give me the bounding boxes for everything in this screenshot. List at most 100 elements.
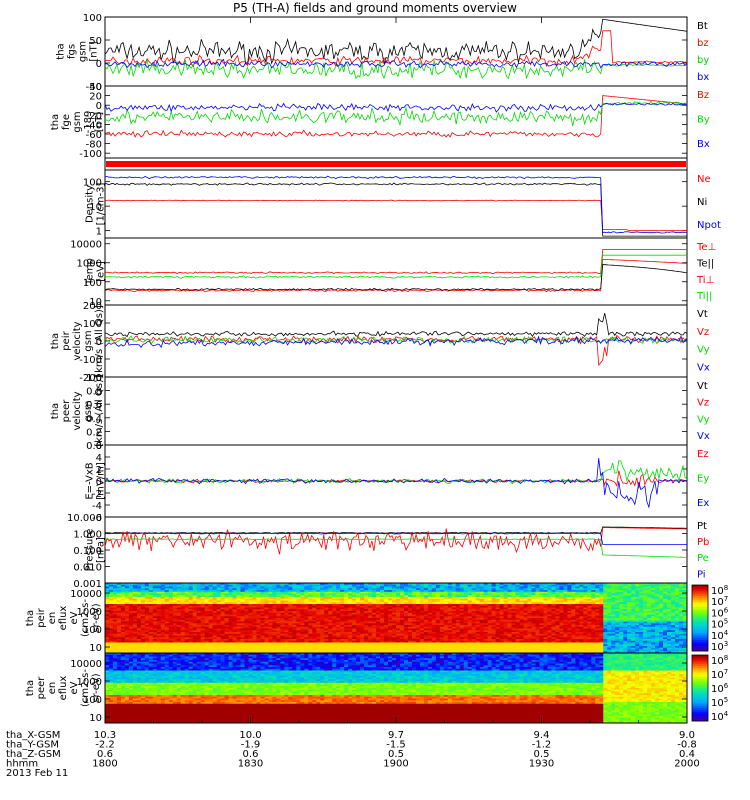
y-axis-label: peer [61, 399, 72, 423]
panel-temp: 10000 1000 100 10 Temp [eV] Te⊥ Te|| Ti⊥ Ti|| [70, 237, 716, 308]
y-tick-label: 1000 [77, 677, 102, 688]
y-tick-label: 0.2 [86, 427, 102, 438]
y-axis-label: E=-VxB [85, 462, 96, 499]
colorbar-tick-label: 103 [711, 640, 728, 653]
x-row-label: hhmm [6, 759, 38, 770]
y-tick-label: 100 [83, 695, 102, 706]
y-axis-label: tha [56, 43, 67, 59]
colorbar-tick-label: 104 [711, 710, 729, 723]
legend-entry: Ne [697, 174, 711, 185]
y-axis-label: Pressure [85, 529, 96, 572]
panel-frame [104, 237, 688, 306]
y-axis-label: sr-eV) [91, 673, 102, 702]
y-axis-label: tha [50, 114, 61, 130]
y-tick-label: 0.010 [73, 563, 102, 574]
y-tick-label: 0 [96, 101, 102, 112]
y-axis-label: en [47, 682, 58, 695]
y-axis-label: velocity [72, 391, 83, 430]
y-axis-label: gsm [83, 330, 94, 351]
y-axis-label: fgs [67, 44, 78, 59]
x-row-label: tha_X-GSM [6, 730, 60, 741]
legend-entry: Vx [697, 362, 710, 373]
y-axis-label: (cm2-s- [80, 599, 91, 637]
y-tick-label: 40 [89, 82, 102, 93]
y-axis-label: eV [69, 611, 80, 624]
legend-entry: Pb [697, 537, 709, 548]
series-line-Pb [104, 527, 687, 555]
panel-frame [104, 169, 688, 239]
series-line-Pi [104, 532, 687, 545]
y-tick-label: 10 [89, 713, 102, 724]
x-tick-label: 0.4 [679, 749, 695, 760]
x-tick-label: 0.6 [97, 749, 113, 760]
y-tick-label: 0 [96, 477, 102, 488]
series-line-Vt [104, 313, 688, 338]
y-tick-label: 0.100 [73, 546, 102, 557]
y-axis-label: gsm [72, 111, 83, 132]
series-line-Bx [104, 102, 688, 113]
y-axis-label: peir [36, 607, 47, 627]
y-axis-label: [eV] [96, 261, 107, 282]
y-axis-label: [1/cm-3] [96, 183, 107, 226]
y-axis-label: peer [36, 676, 47, 700]
y-tick-label: -40 [86, 120, 102, 131]
series-line-Ne [104, 199, 687, 231]
series-line-bz [104, 30, 688, 68]
x-tick-label: 0.5 [388, 749, 404, 760]
series-line-Npot [104, 175, 688, 234]
y-tick-label: 100 [83, 178, 102, 189]
y-axis-label: Density [85, 185, 96, 223]
series-line-Bt [104, 18, 688, 65]
panel-frame [104, 304, 688, 378]
y-tick-label: -2 [92, 489, 102, 500]
y-tick-label: 50 [89, 36, 102, 47]
y-axis-label: [mV/m] [96, 462, 107, 500]
y-axis-label: tha [25, 680, 36, 696]
colorbar-frame [691, 654, 709, 722]
legend-entry: Vt [697, 381, 708, 392]
spectrogram-peer_en [105, 653, 688, 724]
legend-entry: Bt [697, 21, 708, 32]
y-axis-label: tha [50, 333, 61, 349]
spectrogram-peir_en [105, 583, 688, 654]
y-axis-label: [nT] [94, 112, 105, 132]
y-axis-label: eflux [58, 606, 69, 631]
x-row-label: tha_Z-GSM [6, 749, 61, 760]
y-tick-label: 0 [96, 59, 102, 70]
legend-entry: Pi [697, 569, 706, 580]
panel-peir: 200 100 0 -100 -200 tha peir velocity gsm [km/s (… [50, 301, 710, 384]
colorbar-tick-label: 107 [711, 668, 728, 681]
date-label: 2013 Feb 11 [6, 768, 68, 779]
y-tick-label: 1000 [77, 259, 102, 270]
y-tick-label: 10 [89, 643, 102, 654]
x-tick-label: -1.5 [386, 740, 406, 751]
x-tick-label: -2.2 [95, 740, 115, 751]
x-tick-label: -0.8 [677, 740, 697, 751]
panel-frame [104, 85, 688, 159]
legend-entry: Ti|| [696, 291, 712, 302]
x-tick-label: 0.6 [243, 749, 259, 760]
y-axis-label: tha [25, 610, 36, 626]
panel-peer: 1.0 0.8 0.6 0.4 0.2 0.0 tha peer velocity gsm [km/… [50, 373, 710, 452]
legend-entry: bx [697, 72, 709, 83]
y-axis-label: [nPa] [96, 537, 107, 563]
y-tick-label: 1 [96, 227, 102, 238]
y-tick-label: 4 [96, 453, 102, 464]
panel-pressure: 10.000 1.000 0.100 0.010 0.001 Pressure [nPa] P… [67, 513, 709, 590]
legend-entry: Bz [697, 90, 709, 101]
y-tick-label: 1.0 [86, 373, 102, 384]
y-tick-label: 10 [89, 297, 102, 308]
legend-entry: Npot [697, 220, 721, 231]
y-axis-label: eV [69, 681, 80, 694]
series-line-Ex [104, 458, 688, 509]
legend-entry: Vx [697, 431, 710, 442]
y-tick-label: -50 [86, 82, 102, 93]
series-line-By [104, 100, 688, 127]
series-line-Ti⊥ [104, 249, 687, 275]
